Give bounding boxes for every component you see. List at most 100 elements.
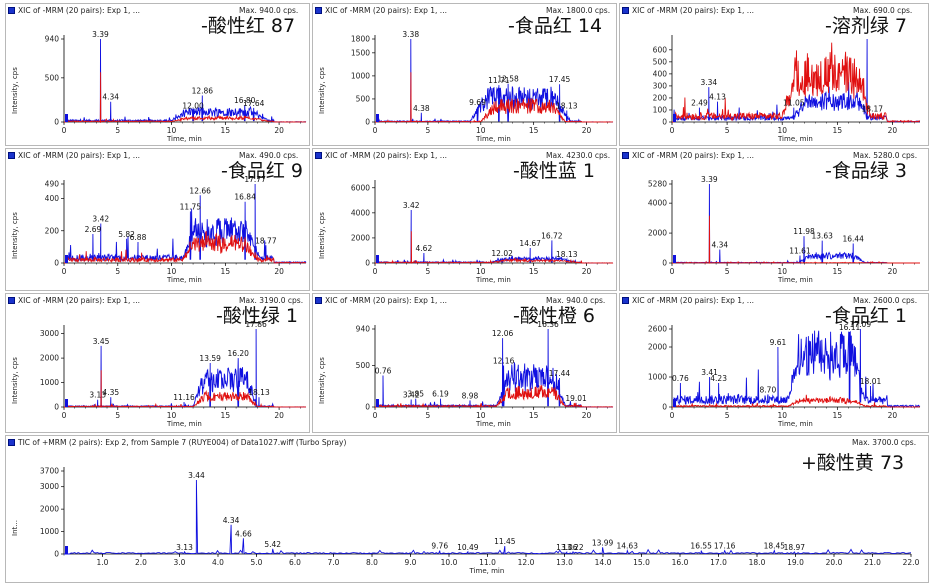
chromatogram-svg: 1800 1500 1000 500 00 5 10 15 20 3.38 4.38 9.69 11.7… — [351, 30, 614, 135]
chromatogram-panel: XIC of -MRM (20 pairs): Exp 1, ... Max. 4… — [312, 148, 617, 291]
peak-label: 3.39 — [701, 175, 718, 184]
x-tick-label: 15 — [529, 267, 539, 276]
peak-label: 11.16 — [173, 393, 195, 402]
x-tick-label: 20.0 — [826, 558, 843, 567]
x-axis-label: Time, min — [476, 276, 511, 284]
panel-title: XIC of -MRM (20 pairs): Exp 1, ... — [315, 151, 447, 160]
compound-name: -溶剂绿 7 — [825, 15, 907, 37]
y-tick-label: 500 — [356, 94, 371, 103]
chromatogram-panel: XIC of -MRM (20 pairs): Exp 1, ... Max. 1… — [312, 3, 617, 146]
peak-label: 3.45 — [93, 337, 110, 346]
x-tick-label: 7.0 — [328, 558, 340, 567]
y-tick-label: 3700 — [40, 467, 59, 476]
start-marker — [65, 255, 68, 263]
peak-label: 10.49 — [457, 543, 479, 552]
series-line-red — [375, 72, 614, 123]
chromatogram-svg: 940 500 00 5 10 15 20 0.76 3.423.85 6.19 8.98 12.06… — [356, 320, 614, 420]
peak-label: 4.66 — [235, 529, 252, 538]
y-tick-label: 500 — [45, 73, 60, 82]
x-tick-label: 17.0 — [710, 558, 727, 567]
x-tick-label: 5 — [115, 411, 120, 420]
x-tick-label: 20 — [582, 267, 592, 276]
x-tick-label: 21.0 — [864, 558, 881, 567]
peak-label: 12.58 — [497, 75, 519, 84]
panel-title-text: XIC of -MRM (20 pairs): Exp 1, ... — [325, 6, 447, 15]
x-tick-label: 5 — [115, 126, 120, 135]
x-tick-label: 0 — [670, 126, 675, 135]
peak-label: 12.86 — [192, 87, 214, 96]
peak-label: 3.42 — [92, 215, 109, 224]
y-tick-label: 4000 — [351, 208, 370, 217]
x-tick-label: 14.0 — [595, 558, 612, 567]
blue-square-icon — [8, 439, 15, 446]
peak-label: 19.01 — [565, 394, 587, 403]
panel-title: XIC of -MRM (20 pairs): Exp 1, ... — [622, 151, 754, 160]
max-intensity-label: Max. 940.0 cps. — [546, 296, 606, 305]
x-axis-label: Time, min — [476, 420, 511, 428]
x-tick-label: 12.0 — [518, 558, 535, 567]
peak-label: 18.13 — [556, 101, 578, 110]
series-line-red — [64, 370, 306, 408]
x-tick-label: 2.0 — [135, 558, 147, 567]
series-line-blue — [64, 183, 307, 265]
start-marker — [376, 114, 379, 122]
peak-label: 4.34 — [223, 516, 240, 525]
compound-name: -食品绿 3 — [825, 160, 907, 182]
y-axis-label: Intensity, cps — [318, 357, 326, 404]
x-tick-label: 9.0 — [405, 558, 417, 567]
x-tick-label: 22.0 — [903, 558, 920, 567]
peak-label: 3.41 — [701, 368, 718, 377]
peak-label: 12.02 — [491, 249, 513, 258]
peak-label: 3.13 — [176, 543, 193, 552]
x-axis-label: Time, min — [167, 420, 202, 428]
y-tick-label: 0 — [662, 403, 667, 412]
x-tick-label: 15 — [833, 267, 843, 276]
y-axis-label: Intensity, cps — [318, 212, 326, 259]
y-tick-label: 1500 — [351, 48, 370, 57]
y-tick-label: 6000 — [351, 183, 370, 192]
y-axis-label: Intensity, cps — [318, 67, 326, 114]
x-tick-label: 5 — [115, 267, 120, 276]
x-axis-label: Time, min — [167, 276, 202, 284]
max-intensity-label: Max. 1800.0 cps. — [546, 6, 611, 15]
compound-name: -酸性红 87 — [201, 15, 296, 37]
max-intensity-label: Max. 5280.0 cps. — [853, 151, 918, 160]
compound-name: -食品红 1 — [825, 305, 907, 327]
start-marker — [673, 114, 676, 122]
peak-label: 8.98 — [462, 391, 479, 400]
peak-label: 4.34 — [102, 93, 119, 102]
panel-title-text: XIC of -MRM (20 pairs): Exp 1, ... — [18, 151, 140, 160]
panel-title-text: TIC of +MRM (2 pairs): Exp 2, from Sampl… — [18, 438, 347, 447]
chromatogram-svg: 3000 2000 1000 00 5 10 15 20 3.13 3.45 4.35 11.16 13… — [40, 320, 307, 420]
peak-label: 18.45 — [764, 542, 786, 551]
x-tick-label: 0 — [670, 267, 675, 276]
compound-name: -酸性绿 1 — [216, 305, 298, 327]
y-tick-label: 1000 — [648, 373, 667, 382]
peak-label: 0.76 — [672, 374, 689, 383]
x-tick-label: 5 — [725, 126, 730, 135]
panel-title-text: XIC of -MRM (20 pairs): Exp 1, ... — [18, 6, 140, 15]
start-marker — [673, 255, 676, 263]
peak-label: 4.13 — [709, 93, 726, 102]
x-tick-label: 10 — [167, 126, 177, 135]
peak-label: 12.06 — [492, 329, 514, 338]
chromatogram-panel: XIC of -MRM (20 pairs): Exp 1, ... Max. 9… — [312, 293, 617, 433]
peak-label: 6.19 — [432, 390, 449, 399]
y-tick-label: 2000 — [648, 343, 667, 352]
peak-label: 13.06 — [556, 543, 578, 552]
peak-label: 17.44 — [549, 369, 571, 378]
y-tick-label: 2600 — [648, 325, 667, 334]
chromatogram-panel: XIC of -MRM (20 pairs): Exp 1, ... Max. 5… — [619, 148, 929, 291]
peak-label: 11.75 — [180, 202, 202, 211]
peak-label: 3.38 — [402, 30, 419, 39]
x-tick-label: 15 — [221, 126, 231, 135]
x-tick-label: 0 — [373, 126, 378, 135]
peak-label: 14.67 — [519, 239, 541, 248]
y-axis-label: Intensity, cps — [11, 212, 19, 259]
y-tick-label: 200 — [45, 226, 60, 235]
series-line-red — [375, 385, 614, 409]
x-tick-label: 20 — [274, 267, 284, 276]
y-tick-label: 2000 — [40, 505, 59, 514]
series-line-red — [64, 231, 307, 264]
